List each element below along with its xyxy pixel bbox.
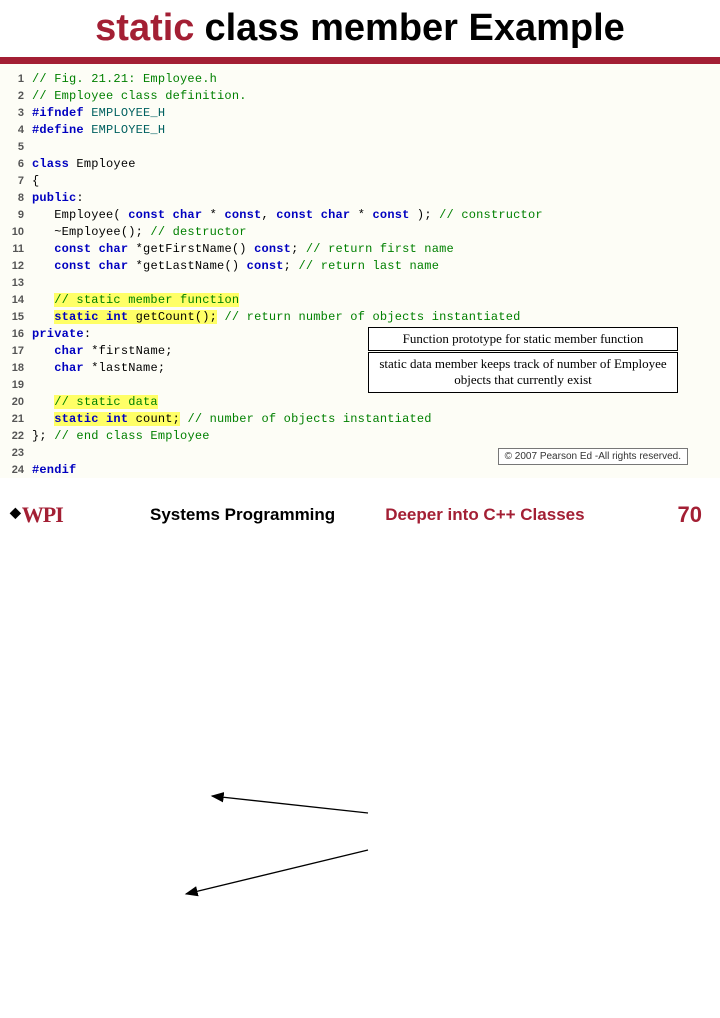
line-number: 1 bbox=[8, 73, 32, 85]
code-content: ~Employee(); // destructor bbox=[32, 225, 247, 239]
line-number: 14 bbox=[8, 294, 32, 306]
code-content: // Employee class definition. bbox=[32, 89, 247, 103]
code-content: { bbox=[32, 174, 39, 188]
line-number: 6 bbox=[8, 158, 32, 170]
code-line: 1// Fig. 21.21: Employee.h bbox=[8, 70, 712, 87]
arrow-overlay bbox=[0, 478, 720, 1018]
line-number: 4 bbox=[8, 124, 32, 136]
shield-icon: ◆ bbox=[10, 505, 20, 522]
code-content: #define EMPLOYEE_H bbox=[32, 123, 165, 137]
code-content: #ifndef EMPLOYEE_H bbox=[32, 106, 165, 120]
code-content: // static member function bbox=[32, 293, 239, 307]
code-line: 11 const char *getFirstName() const; // … bbox=[8, 240, 712, 257]
line-number: 3 bbox=[8, 107, 32, 119]
footer-course: Systems Programming bbox=[150, 505, 335, 525]
line-number: 13 bbox=[8, 277, 32, 289]
code-line: 5 bbox=[8, 138, 712, 155]
code-content: // static data bbox=[32, 395, 158, 409]
code-content: Employee( const char * const, const char… bbox=[32, 208, 543, 222]
code-line: 21 static int count; // number of object… bbox=[8, 410, 712, 427]
code-line: 22}; // end class Employee bbox=[8, 427, 712, 444]
code-content: }; // end class Employee bbox=[32, 429, 210, 443]
code-line: 10 ~Employee(); // destructor bbox=[8, 223, 712, 240]
line-number: 10 bbox=[8, 226, 32, 238]
code-line: 14 // static member function bbox=[8, 291, 712, 308]
code-content: // Fig. 21.21: Employee.h bbox=[32, 72, 217, 86]
code-line: 15 static int getCount(); // return numb… bbox=[8, 308, 712, 325]
footer-topic: Deeper into C++ Classes bbox=[385, 505, 584, 525]
line-number: 2 bbox=[8, 90, 32, 102]
slide-footer: ◆ WPI Systems Programming Deeper into C+… bbox=[0, 490, 720, 540]
page-number: 70 bbox=[678, 502, 702, 528]
code-line: 8public: bbox=[8, 189, 712, 206]
code-line: 2// Employee class definition. bbox=[8, 87, 712, 104]
line-number: 11 bbox=[8, 243, 32, 255]
code-line: 3#ifndef EMPLOYEE_H bbox=[8, 104, 712, 121]
title-keyword: static bbox=[95, 7, 194, 50]
title-rest: class member Example bbox=[204, 7, 624, 50]
code-listing: 1// Fig. 21.21: Employee.h2// Employee c… bbox=[0, 64, 720, 478]
line-number: 8 bbox=[8, 192, 32, 204]
code-line: 9 Employee( const char * const, const ch… bbox=[8, 206, 712, 223]
code-line: 13 bbox=[8, 274, 712, 291]
line-number: 5 bbox=[8, 141, 32, 153]
callout-static-data: static data member keeps track of number… bbox=[368, 352, 678, 393]
line-number: 9 bbox=[8, 209, 32, 221]
line-number: 12 bbox=[8, 260, 32, 272]
line-number: 7 bbox=[8, 175, 32, 187]
line-number: 19 bbox=[8, 379, 32, 391]
wpi-logo: ◆ WPI bbox=[10, 498, 80, 532]
code-content: const char *getLastName() const; // retu… bbox=[32, 259, 439, 273]
code-content: class Employee bbox=[32, 157, 136, 171]
code-content: char *lastName; bbox=[32, 361, 165, 375]
code-line: 4#define EMPLOYEE_H bbox=[8, 121, 712, 138]
code-content: static int getCount(); // return number … bbox=[32, 310, 521, 324]
line-number: 24 bbox=[8, 464, 32, 476]
callout-function-prototype: Function prototype for static member fun… bbox=[368, 327, 678, 351]
code-content: private: bbox=[32, 327, 91, 341]
copyright-notice: © 2007 Pearson Ed -All rights reserved. bbox=[498, 448, 688, 465]
code-content: public: bbox=[32, 191, 84, 205]
line-number: 22 bbox=[8, 430, 32, 442]
code-line: 12 const char *getLastName() const; // r… bbox=[8, 257, 712, 274]
line-number: 17 bbox=[8, 345, 32, 357]
line-number: 21 bbox=[8, 413, 32, 425]
code-content: const char *getFirstName() const; // ret… bbox=[32, 242, 454, 256]
logo-text: WPI bbox=[22, 502, 63, 528]
line-number: 23 bbox=[8, 447, 32, 459]
code-content: static int count; // number of objects i… bbox=[32, 412, 432, 426]
code-line: 20 // static data bbox=[8, 393, 712, 410]
slide-title: static class member Example bbox=[0, 0, 720, 64]
line-number: 18 bbox=[8, 362, 32, 374]
code-content: char *firstName; bbox=[32, 344, 173, 358]
code-content: #endif bbox=[32, 463, 76, 477]
line-number: 20 bbox=[8, 396, 32, 408]
code-line: 7{ bbox=[8, 172, 712, 189]
code-line: 6class Employee bbox=[8, 155, 712, 172]
line-number: 16 bbox=[8, 328, 32, 340]
line-number: 15 bbox=[8, 311, 32, 323]
